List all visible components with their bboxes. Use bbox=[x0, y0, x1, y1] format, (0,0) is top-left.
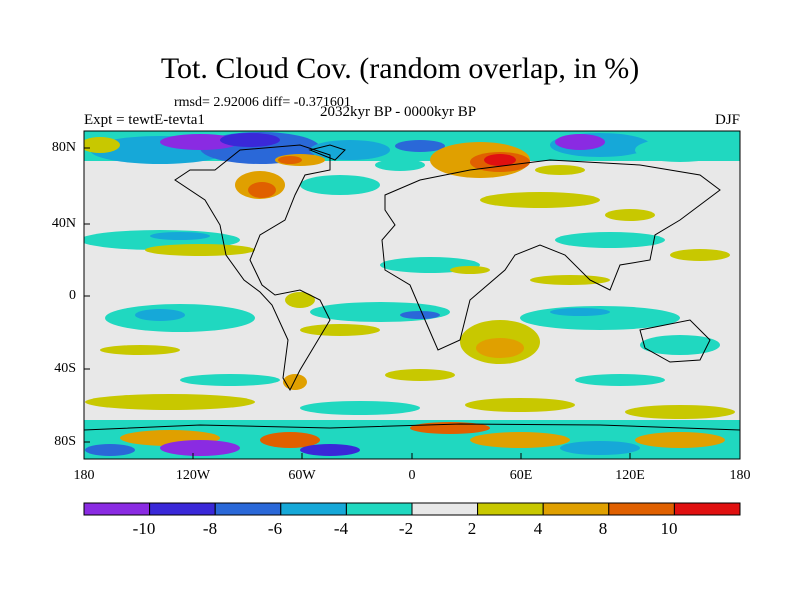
lat-label-0: 0 bbox=[69, 288, 76, 303]
stats-text: rmsd= 2.92006 diff= -0.371601 bbox=[174, 95, 351, 110]
americas-coast bbox=[174, 144, 331, 392]
colorbar-label: 8 bbox=[598, 519, 608, 538]
map-plot-area bbox=[84, 131, 740, 459]
lat-label-80s: 80S bbox=[54, 434, 76, 449]
lat-label-40s: 40S bbox=[54, 361, 76, 376]
lat-label-80n: 80N bbox=[51, 140, 76, 155]
lon-label-120w: 120W bbox=[175, 468, 211, 483]
colorbar-swatch bbox=[149, 502, 216, 516]
eurasia-africa-coast bbox=[381, 159, 721, 351]
lon-label-0: 0 bbox=[408, 468, 416, 483]
colorbar-swatch bbox=[83, 502, 151, 516]
colorbar-swatch bbox=[280, 502, 347, 516]
lon-label-120e: 120E bbox=[615, 468, 645, 483]
colorbar-swatch bbox=[608, 502, 675, 516]
colorbar-label: -10 bbox=[132, 519, 156, 538]
tropical-anomalies bbox=[105, 292, 720, 364]
colorbar-label: 10 bbox=[660, 519, 678, 538]
colorbar-label: -2 bbox=[398, 519, 414, 538]
sh-midlat-anomalies bbox=[85, 345, 735, 419]
coastlines bbox=[84, 144, 740, 431]
antarctica-coast bbox=[84, 423, 740, 431]
colorbar-label: -8 bbox=[202, 519, 218, 538]
colorbar-swatch bbox=[542, 502, 610, 516]
lon-label-60e: 60E bbox=[509, 468, 533, 483]
lat-ticks bbox=[84, 147, 90, 443]
lon-label-60w: 60W bbox=[288, 468, 316, 483]
colorbar-label: -4 bbox=[333, 519, 349, 538]
australia-coast bbox=[639, 319, 711, 363]
period-label: 2032kyr BP - 0000kyr BP bbox=[320, 104, 477, 120]
lon-label-180e: 180 bbox=[729, 468, 751, 483]
lon-ticks bbox=[83, 453, 741, 459]
nh-midlat-anomalies bbox=[84, 175, 730, 285]
colorbar-swatch bbox=[673, 502, 741, 516]
experiment-label: Expt = tewtE-tevta1 bbox=[84, 112, 205, 128]
season-label: DJF bbox=[714, 112, 740, 128]
greenland-coast bbox=[308, 144, 346, 161]
colorbar-label: -6 bbox=[267, 519, 283, 538]
colorbar-swatch bbox=[214, 502, 282, 516]
colorbar-swatch bbox=[411, 502, 479, 516]
colorbar-swatch bbox=[477, 502, 544, 516]
colorbar-label: 4 bbox=[533, 519, 543, 538]
map-title: Tot. Cloud Cov. (random overlap, in %) bbox=[160, 52, 640, 85]
lat-label-40n: 40N bbox=[51, 216, 76, 231]
colorbar bbox=[83, 502, 741, 516]
lon-label-180w: 180 bbox=[73, 468, 95, 483]
colorbar-label: 2 bbox=[467, 519, 477, 538]
colorbar-swatch bbox=[345, 502, 413, 516]
